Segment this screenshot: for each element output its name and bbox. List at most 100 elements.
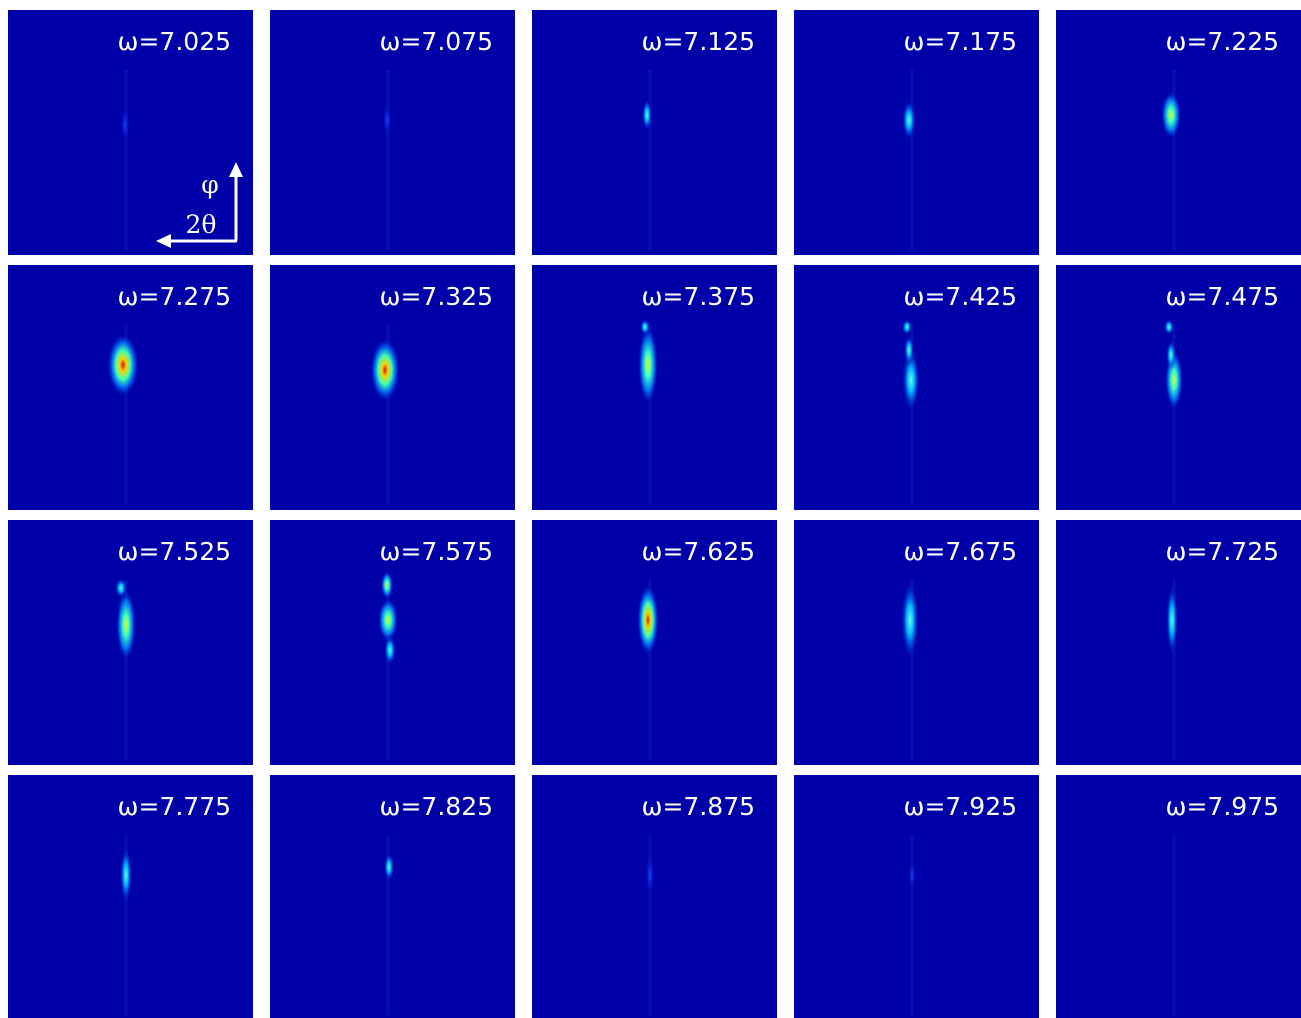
panel: ω=7.775 (8, 775, 253, 1018)
detector-image (8, 775, 253, 1018)
detector-image (1056, 520, 1301, 765)
diffraction-spot (642, 99, 652, 131)
omega-label: ω=7.925 (904, 792, 1017, 821)
diffraction-spot (902, 100, 916, 140)
omega-label: ω=7.525 (118, 537, 231, 566)
panel: ω=7.225 (1056, 10, 1301, 255)
panel: ω=7.425 (794, 265, 1039, 510)
diffraction-spot (904, 335, 914, 365)
omega-label: ω=7.625 (642, 537, 755, 566)
omega-label: ω=7.075 (380, 27, 493, 56)
diffraction-spot (1166, 584, 1178, 656)
panel: ω=7.925 (794, 775, 1039, 1018)
panel: ω=7.075 (270, 10, 515, 255)
detector-image (1056, 10, 1301, 255)
streak (124, 580, 128, 760)
diffraction-spot (1164, 319, 1174, 335)
detector-image (794, 10, 1039, 255)
axis-indicator: φ 2θ (156, 162, 243, 248)
diffraction-spot (107, 333, 139, 397)
diffraction-spot (370, 338, 400, 402)
diffraction-spot (645, 853, 655, 897)
panel: ω=7.975 (1056, 775, 1301, 1018)
diffraction-spot (115, 578, 127, 598)
streak (910, 835, 914, 1015)
streak (910, 325, 914, 505)
detector-image (794, 775, 1039, 1018)
diffraction-spot (908, 861, 916, 889)
panel: ω=7.475 (1056, 265, 1301, 510)
streak (1172, 325, 1176, 505)
omega-label: ω=7.175 (904, 27, 1017, 56)
diffraction-spot (384, 635, 396, 665)
diffraction-spot (1161, 91, 1181, 139)
omega-label: ω=7.875 (642, 792, 755, 821)
omega-label: ω=7.725 (1166, 537, 1279, 566)
diffraction-spot (638, 325, 658, 405)
diffraction-spot (1166, 340, 1176, 370)
omega-label: ω=7.225 (1166, 27, 1279, 56)
panel: ω=7.025 (8, 10, 253, 255)
streak (386, 70, 390, 250)
omega-label: ω=7.025 (118, 27, 231, 56)
panel: ω=7.575 (270, 520, 515, 765)
diffraction-spot (382, 104, 392, 136)
diffraction-spot (640, 319, 650, 335)
panel: ω=7.125 (532, 10, 777, 255)
panel: ω=7.525 (8, 520, 253, 765)
streak (648, 325, 652, 505)
panel: ω=7.825 (270, 775, 515, 1018)
omega-label: ω=7.125 (642, 27, 755, 56)
panel: ω=7.875 (532, 775, 777, 1018)
diffraction-spot (116, 589, 136, 661)
streak (648, 835, 652, 1015)
diffraction-spot (378, 598, 398, 642)
detector-image (8, 10, 253, 255)
diffraction-spot (120, 107, 130, 143)
streak (124, 70, 128, 250)
streak (386, 325, 390, 505)
detector-image (532, 775, 777, 1018)
diffraction-spot (902, 348, 920, 412)
streak (648, 70, 652, 250)
omega-label: ω=7.825 (380, 792, 493, 821)
arrowhead (229, 162, 243, 177)
diffraction-spot (902, 319, 912, 335)
axis-label: φ (201, 170, 219, 199)
omega-label: ω=7.375 (642, 282, 755, 311)
streak (124, 325, 128, 505)
detector-image (1056, 775, 1301, 1018)
panel: ω=7.725 (1056, 520, 1301, 765)
omega-label: ω=7.575 (380, 537, 493, 566)
streak (1172, 70, 1176, 250)
panel: ω=7.625 (532, 520, 777, 765)
arrowhead (156, 234, 171, 248)
detector-image (270, 10, 515, 255)
streak (1172, 580, 1176, 760)
panel: ω=7.175 (794, 10, 1039, 255)
streak (124, 835, 128, 1015)
axis-label: 2θ (186, 210, 217, 239)
detector-image (270, 775, 515, 1018)
omega-label: ω=7.425 (904, 282, 1017, 311)
omega-label: ω=7.275 (118, 282, 231, 311)
omega-label: ω=7.475 (1166, 282, 1279, 311)
omega-label: ω=7.675 (904, 537, 1017, 566)
diffraction-spot (901, 580, 919, 660)
streak (648, 580, 652, 760)
panel: ω=7.375 (532, 265, 777, 510)
omega-label: ω=7.775 (118, 792, 231, 821)
streak (386, 835, 390, 1015)
diffraction-spot (120, 847, 132, 903)
diffraction-spot (637, 584, 659, 656)
diffraction-spot (381, 571, 393, 599)
omega-label: ω=7.975 (1166, 792, 1279, 821)
streak (386, 580, 390, 760)
detector-image (532, 10, 777, 255)
streak (910, 70, 914, 250)
panel: ω=7.275 (8, 265, 253, 510)
panel: ω=7.325 (270, 265, 515, 510)
diffraction-spot (384, 853, 394, 881)
streak (910, 580, 914, 760)
